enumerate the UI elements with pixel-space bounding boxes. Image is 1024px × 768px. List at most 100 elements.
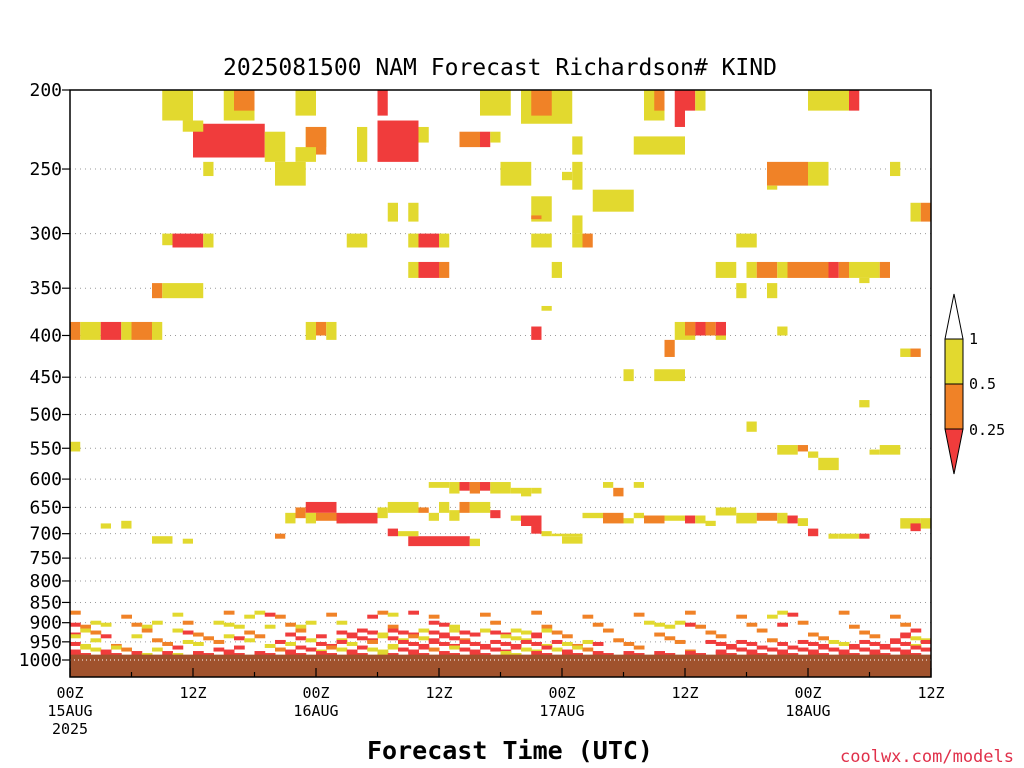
data-cell [357,636,368,641]
y-tick-label: 850 [29,592,62,613]
data-cell [787,261,829,278]
data-cell [295,507,306,519]
data-cell [346,634,358,639]
data-cell [920,639,932,644]
data-cell [715,335,726,340]
data-cell [254,651,266,656]
data-cell [254,610,266,615]
data-cell [408,651,419,656]
data-cell [777,622,788,627]
data-cell [357,126,368,162]
y-tick-label: 1000 [19,650,62,671]
data-cell [674,639,686,644]
data-cell [879,445,901,455]
data-cell [336,620,348,625]
data-cell [326,645,337,650]
data-cell [531,215,542,220]
data-cell [808,641,819,646]
data-cell [828,647,840,652]
data-cell [490,639,501,644]
data-cell [797,620,809,625]
data-cell [326,321,337,340]
data-cell [777,651,788,656]
data-cell [398,630,409,635]
data-cell [182,639,194,644]
data-cell [808,451,819,458]
data-cell [459,647,471,652]
data-cell [100,321,122,340]
x-axis-label: Forecast Time (UTC) [367,736,653,765]
data-cell [162,283,204,299]
data-cell [295,645,307,650]
data-cell [490,630,501,635]
data-cell [838,533,860,539]
data-cell [715,641,727,646]
data-cell [736,647,747,652]
data-cell [131,634,143,639]
data-cell [828,533,839,539]
data-cell [797,518,808,527]
data-cell [582,512,603,519]
data-cell [736,233,757,248]
data-cell [900,651,911,656]
data-cell [736,639,747,644]
data-cell [756,628,768,633]
data-cell [398,647,409,652]
data-cell [767,283,778,299]
data-cell [695,321,706,336]
legend-label: 0.5 [969,375,996,393]
data-cell [152,321,163,340]
data-cell [100,634,112,639]
data-cell [859,630,870,635]
data-cell [428,647,440,652]
data-cell [654,632,665,637]
data-cell [418,636,430,641]
data-cell [172,612,184,617]
data-cell [377,610,389,615]
data-cell [408,233,419,248]
data-cell [428,630,440,635]
data-cell [172,645,184,650]
data-cell [70,622,81,627]
data-cell [418,628,430,633]
data-cell [746,421,757,432]
data-cell [357,628,368,633]
data-cell [633,645,645,650]
data-cell [695,515,706,524]
data-cell [551,533,583,537]
data-cell [223,634,235,639]
data-cell [387,612,399,617]
data-cell [162,90,193,121]
data-cell [715,321,726,336]
data-cell [213,620,225,625]
data-cell [777,610,788,615]
data-cell [695,624,706,629]
y-tick-label: 300 [29,224,62,245]
data-cell [275,161,306,186]
data-cell [787,515,798,524]
data-cell [418,507,429,513]
data-cell [849,645,860,650]
data-cell [275,647,286,652]
data-cell [387,501,419,513]
data-cell [900,634,911,639]
data-cell [449,636,460,641]
data-cell [746,651,758,656]
data-cell [387,624,399,629]
data-cell [285,512,296,524]
data-cell [510,645,522,650]
y-axis: 200 250 300 350 400 450 500 550 600 650 700 7508008… [19,80,70,671]
data-cell [531,610,542,615]
data-cell [869,651,881,656]
data-cell [377,90,388,116]
data-cell [346,641,358,646]
data-cell [121,520,132,529]
data-cell [428,639,440,644]
data-cell [275,614,286,619]
data-cell [439,622,450,627]
data-cell [541,531,552,537]
data-cell [336,630,348,635]
data-cell [264,643,276,648]
data-cell [613,487,624,497]
data-cell [787,612,799,617]
